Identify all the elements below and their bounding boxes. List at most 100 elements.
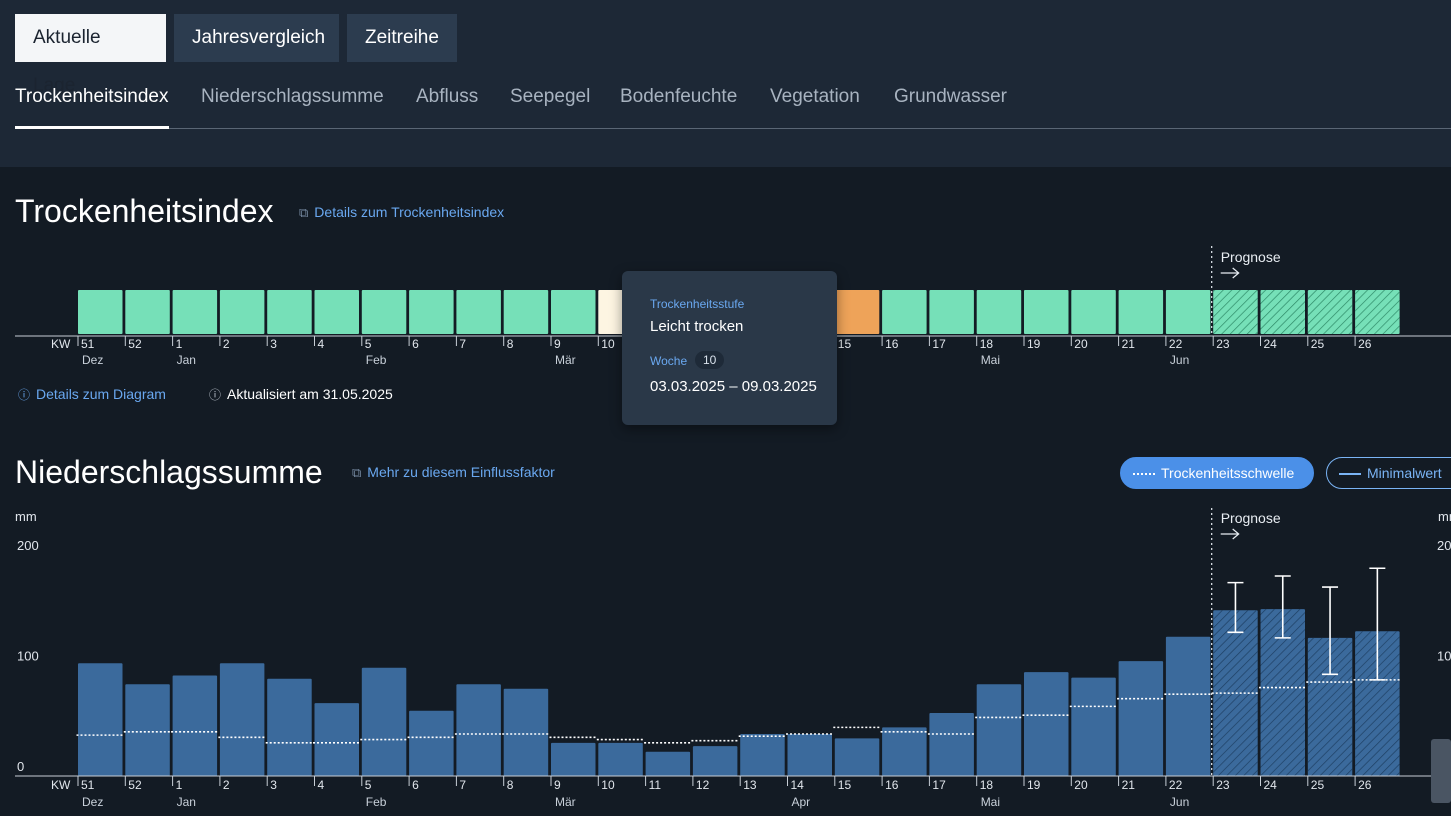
x-tick-label: 16 — [885, 337, 899, 351]
status-tile — [1118, 290, 1164, 334]
status-tile — [172, 290, 218, 334]
month-label: Jan — [177, 353, 196, 367]
month-label: Mär — [555, 353, 576, 367]
x-tick-label: 2 — [223, 337, 230, 351]
scrollbar-thumb[interactable] — [1431, 739, 1451, 803]
section-title-trockenheitsindex: Trockenheitsindex — [15, 193, 274, 229]
forecast-hatch — [1213, 290, 1258, 334]
x-tick-label: 21 — [1122, 778, 1136, 792]
month-label: Mai — [981, 353, 1000, 367]
legend-trockenheitsschwelle-label: Trockenheitsschwelle — [1161, 465, 1295, 481]
month-label: Jun — [1170, 353, 1189, 367]
x-tick-label: 21 — [1122, 337, 1136, 351]
info-icon: ⓘ — [209, 388, 222, 402]
status-tile — [78, 290, 123, 334]
month-label: Feb — [366, 353, 387, 367]
details-diagram-link[interactable]: ⓘ Details zum Diagram — [18, 386, 166, 403]
x-tick-label: 15 — [838, 337, 852, 351]
precip-bar — [409, 710, 454, 776]
view-tab-aktuelle-lage[interactable]: Aktuelle Lage — [15, 14, 166, 96]
x-tick-label: 17 — [932, 337, 946, 351]
tab-grundwasser[interactable]: Grundwasser — [894, 86, 1007, 107]
view-tab-jahresvergleich[interactable]: Jahresvergleich — [174, 14, 339, 62]
active-tab-indicator — [15, 126, 169, 129]
x-tick-label: 7 — [459, 778, 466, 792]
x-tick-label: 1 — [176, 337, 183, 351]
precip-bar — [1165, 636, 1211, 776]
x-tick-label: 10 — [601, 778, 615, 792]
tab-bodenfeuchte[interactable]: Bodenfeuchte — [620, 86, 738, 107]
x-tick-label: 24 — [1264, 778, 1278, 792]
legend-minimalwert-label: Minimalwert — [1367, 465, 1442, 481]
x-tick-label: 18 — [980, 337, 994, 351]
status-tile — [456, 290, 501, 334]
forecast-label: Prognose — [1221, 510, 1281, 526]
precip-bar — [598, 742, 643, 776]
status-tile — [409, 290, 454, 334]
forecast-hatch — [1260, 290, 1305, 334]
tooltip-level: Leicht trocken — [650, 318, 744, 335]
tab-abfluss[interactable]: Abfluss — [416, 86, 479, 107]
x-tick-label: 26 — [1358, 778, 1372, 792]
section-title-niederschlagssumme: Niederschlagssumme — [15, 454, 323, 490]
tab-niederschlagssumme[interactable]: Niederschlagssumme — [201, 86, 384, 107]
x-tick-label: 19 — [1027, 337, 1041, 351]
y-axis-label-right: mm — [1438, 509, 1451, 524]
month-label: Feb — [366, 795, 387, 809]
x-tick-label: 16 — [885, 778, 899, 792]
x-tick-label: 22 — [1169, 337, 1183, 351]
y-tick-label-right: 200 — [1437, 538, 1451, 553]
x-tick-label: 5 — [365, 337, 372, 351]
precip-bar — [125, 684, 170, 776]
x-tick-label: 4 — [318, 337, 325, 351]
precip-bar — [314, 703, 359, 776]
legend-toggle-trockenheitsschwelle[interactable]: Trockenheitsschwelle — [1120, 457, 1314, 489]
tab-seepegel[interactable]: Seepegel — [510, 86, 591, 107]
dotted-line-icon — [1133, 473, 1155, 476]
x-tick-label: 2 — [223, 778, 230, 792]
month-label: Apr — [792, 795, 811, 809]
x-tick-label: 3 — [270, 778, 277, 792]
x-tick-label: 25 — [1311, 337, 1325, 351]
legend-toggle-minimalwert[interactable]: Minimalwert — [1326, 457, 1451, 489]
precip-bar — [976, 684, 1022, 776]
status-tile — [976, 290, 1022, 334]
mehr-einflussfaktor-link[interactable]: ⧉ Mehr zu diesem Einflussfaktor — [352, 464, 555, 481]
x-tick-label: 15 — [838, 778, 852, 792]
details-trockenheitsindex-link[interactable]: ⧉ Details zum Trockenheitsindex — [299, 204, 504, 221]
updated-label: Aktualisiert am 31.05.2025 — [227, 386, 393, 402]
status-tile — [1071, 290, 1116, 334]
x-tick-label: 14 — [791, 778, 805, 792]
x-tick-label: 8 — [507, 337, 514, 351]
x-tick-label: 6 — [412, 778, 419, 792]
status-tile — [882, 290, 927, 334]
x-tick-label: 26 — [1358, 337, 1372, 351]
precip-bar — [219, 663, 265, 776]
precip-bar — [882, 727, 927, 776]
y-tick-label: 100 — [17, 649, 39, 664]
forecast-arrow-icon — [1220, 267, 1240, 279]
x-tick-label: 23 — [1216, 778, 1230, 792]
status-tile — [1024, 290, 1069, 334]
precip-bar — [503, 688, 549, 776]
week-tooltip: Trockenheitsstufe Leicht trocken Woche 1… — [622, 271, 837, 425]
x-tick-label: 6 — [412, 337, 419, 351]
status-tile — [1165, 290, 1211, 334]
solid-line-icon — [1339, 473, 1361, 476]
x-tick-label: 10 — [601, 337, 615, 351]
status-tile — [834, 290, 880, 334]
external-link-icon: ⧉ — [352, 465, 362, 480]
tab-divider — [15, 128, 1451, 129]
tab-vegetation[interactable]: Vegetation — [770, 86, 860, 107]
month-label: Mai — [981, 795, 1000, 809]
month-label: Jan — [177, 795, 196, 809]
x-tick-label: 52 — [128, 778, 142, 792]
x-tick-label: 17 — [932, 778, 946, 792]
forecast-label: Prognose — [1221, 249, 1281, 265]
view-tab-zeitreihe[interactable]: Zeitreihe — [347, 14, 457, 62]
x-tick-label: 25 — [1311, 778, 1325, 792]
precip-bar — [645, 751, 691, 776]
tab-trockenheitsindex[interactable]: Trockenheitsindex — [15, 86, 169, 107]
forecast-hatch — [1355, 631, 1400, 776]
tooltip-week-label: Woche — [650, 354, 688, 368]
